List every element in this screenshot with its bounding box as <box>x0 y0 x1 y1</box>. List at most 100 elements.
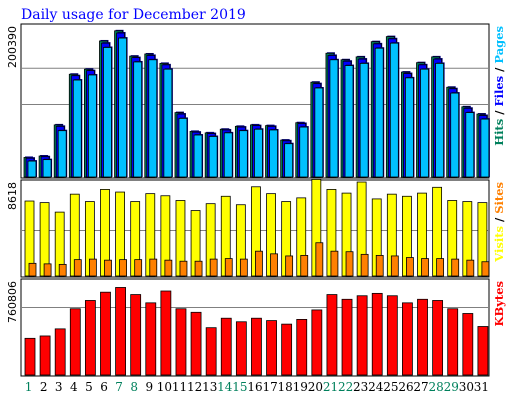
bar-sites-day-23 <box>360 253 369 277</box>
day-label-14: 14 <box>217 380 233 394</box>
bar-pages-day-27 <box>420 68 429 178</box>
panel-visits-sites: 8618 Visits / Sites <box>6 178 506 278</box>
bar-kbytes-day-3 <box>54 328 66 376</box>
bar-kbytes-day-23 <box>356 295 368 376</box>
day-label-7: 7 <box>115 380 123 394</box>
day-label-17: 17 <box>262 380 277 394</box>
day-label-23: 23 <box>353 380 368 394</box>
bar-pages-day-14 <box>223 132 233 178</box>
day-label-15: 15 <box>232 380 247 394</box>
bar-sites-day-6 <box>104 259 112 277</box>
bar-sites-day-7 <box>119 259 127 277</box>
legend-entry: Pages <box>492 26 506 64</box>
bar-kbytes-day-4 <box>69 308 81 376</box>
y-max-label: 8618 <box>6 182 19 210</box>
bar-sites-day-3 <box>58 263 67 277</box>
bar-sites-day-13 <box>209 258 218 277</box>
day-label-3: 3 <box>55 380 63 394</box>
bar-sites-day-8 <box>134 259 143 277</box>
day-label-21: 21 <box>323 380 338 394</box>
bar-pages-day-12 <box>193 134 203 178</box>
chart-panels: 200390 Hits / Files / Pages 8618 Visits / S… <box>6 23 506 377</box>
y-max-label: 760806 <box>6 281 19 323</box>
bar-sites-day-9 <box>149 258 158 277</box>
bar-pages-day-11 <box>178 117 188 178</box>
bar-pages-day-15 <box>238 130 248 178</box>
bar-sites-day-30 <box>466 259 475 277</box>
bar-pages-day-3 <box>57 130 67 178</box>
bar-kbytes-day-27 <box>417 298 428 376</box>
bar-sites-day-16 <box>255 250 263 277</box>
bar-kbytes-day-30 <box>462 313 474 376</box>
bar-kbytes-day-5 <box>84 300 96 376</box>
bar-kbytes-day-18 <box>281 323 293 376</box>
day-label-5: 5 <box>85 380 93 394</box>
bar-pages-day-8 <box>133 61 143 178</box>
bar-kbytes-day-16 <box>251 317 262 376</box>
bar-kbytes-day-13 <box>205 327 217 376</box>
bar-sites-day-24 <box>375 255 384 277</box>
bar-pages-day-21 <box>329 59 339 178</box>
bar-sites-day-14 <box>224 258 233 277</box>
bar-sites-day-22 <box>345 251 354 277</box>
bar-sites-day-17 <box>270 253 278 277</box>
bar-kbytes-day-10 <box>160 290 172 376</box>
bar-pages-day-22 <box>344 65 354 178</box>
bar-pages-day-24 <box>374 47 384 178</box>
bar-sites-day-4 <box>73 259 82 277</box>
bar-sites-day-21 <box>330 250 339 277</box>
legend: Hits / Files / Pages <box>492 26 506 146</box>
bar-pages-day-19 <box>299 126 309 178</box>
bar-sites-day-19 <box>300 255 309 277</box>
day-label-10: 10 <box>157 380 172 394</box>
day-label-18: 18 <box>278 380 293 394</box>
day-label-19: 19 <box>293 380 308 394</box>
bar-pages-day-17 <box>269 129 278 178</box>
day-label-24: 24 <box>368 380 384 394</box>
bar-kbytes-day-7 <box>115 287 126 376</box>
legend-entry: / <box>492 107 506 119</box>
legend-entry: / <box>492 214 506 226</box>
bar-kbytes-day-2 <box>39 335 51 376</box>
bar-sites-day-28 <box>436 258 445 277</box>
bar-kbytes-day-17 <box>266 320 277 376</box>
y-max-label: 200390 <box>6 26 19 68</box>
bar-kbytes-day-6 <box>100 291 111 376</box>
day-label-29: 29 <box>444 380 459 394</box>
bar-kbytes-day-29 <box>447 308 459 376</box>
day-label-8: 8 <box>130 380 138 394</box>
bar-kbytes-day-28 <box>432 300 444 376</box>
bar-sites-day-1 <box>28 262 37 277</box>
bar-sites-day-31 <box>481 261 490 277</box>
bar-pages-day-25 <box>389 42 399 178</box>
day-label-16: 16 <box>247 380 262 394</box>
bar-kbytes-day-12 <box>190 311 202 376</box>
legend-entry: Sites <box>492 182 506 214</box>
bar-sites-day-11 <box>179 260 188 277</box>
bar-pages-day-16 <box>254 128 263 178</box>
bar-pages-day-30 <box>465 112 475 178</box>
day-label-4: 4 <box>70 380 78 394</box>
bar-kbytes-day-1 <box>24 337 36 376</box>
day-label-1: 1 <box>25 380 33 394</box>
legend-entry: Files <box>492 76 506 107</box>
bar-pages-day-4 <box>72 79 82 178</box>
bar-pages-day-2 <box>42 159 52 178</box>
legend: KBytes <box>492 281 506 327</box>
day-label-30: 30 <box>459 380 474 394</box>
bar-sites-day-20 <box>315 242 324 277</box>
bar-kbytes-day-19 <box>296 319 308 376</box>
bar-sites-day-25 <box>390 255 399 277</box>
day-label-28: 28 <box>429 380 444 394</box>
bar-sites-day-5 <box>88 258 97 277</box>
legend: Visits / Sites <box>492 182 506 263</box>
day-label-12: 12 <box>187 380 202 394</box>
day-label-25: 25 <box>383 380 398 394</box>
bar-kbytes-day-25 <box>386 295 398 376</box>
day-label-2: 2 <box>40 380 48 394</box>
day-labels: 1 2 3 4 5 6 7 8 9 10 11 12 13 14 15 16 17 18 19 20 21 22 23 24 2… <box>25 380 489 394</box>
bar-pages-day-23 <box>359 62 369 178</box>
bar-kbytes-day-8 <box>130 294 142 376</box>
bar-kbytes-day-21 <box>326 294 338 376</box>
